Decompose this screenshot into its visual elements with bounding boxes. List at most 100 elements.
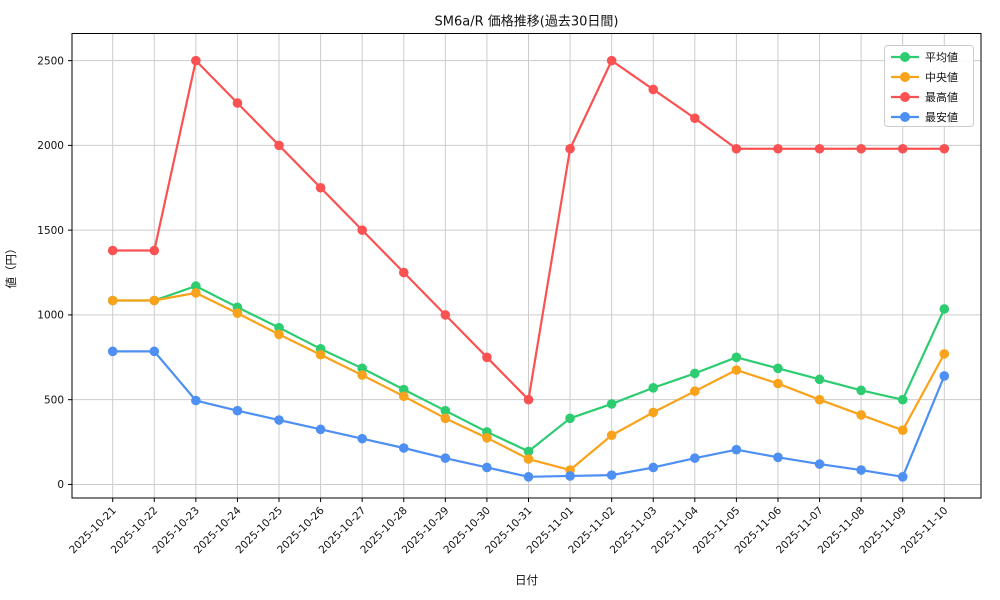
data-point-min bbox=[773, 452, 783, 463]
data-point-max bbox=[648, 84, 659, 95]
legend-marker-average bbox=[900, 52, 910, 62]
y-tick-label: 2500 bbox=[37, 55, 64, 67]
legend-marker-max bbox=[900, 92, 910, 102]
x-axis-label: 日付 bbox=[515, 573, 538, 587]
data-point-median bbox=[232, 308, 243, 319]
data-point-average bbox=[606, 399, 617, 409]
data-point-median bbox=[107, 295, 118, 306]
legend-label-max: 最高値 bbox=[925, 90, 958, 104]
data-point-min bbox=[232, 405, 243, 416]
data-point-min bbox=[856, 465, 866, 475]
data-point-median bbox=[939, 349, 950, 359]
data-point-median bbox=[398, 391, 409, 402]
data-point-median bbox=[814, 394, 825, 405]
data-point-max bbox=[107, 245, 118, 256]
data-point-median bbox=[731, 365, 742, 375]
data-point-average bbox=[897, 394, 908, 405]
data-point-max bbox=[773, 143, 783, 154]
data-point-median bbox=[191, 288, 201, 298]
data-point-max bbox=[814, 143, 825, 154]
data-point-average bbox=[773, 363, 783, 374]
data-point-max bbox=[440, 310, 451, 320]
data-point-average bbox=[690, 368, 700, 379]
data-point-average bbox=[357, 363, 367, 374]
data-point-average bbox=[191, 281, 201, 291]
y-tick-label: 1000 bbox=[37, 310, 64, 322]
data-point-median bbox=[897, 425, 908, 435]
data-point-average bbox=[648, 383, 659, 393]
legend-frame bbox=[884, 45, 974, 127]
series-max bbox=[107, 55, 950, 405]
data-point-max bbox=[191, 55, 201, 66]
data-point-min bbox=[565, 471, 575, 481]
data-point-average bbox=[523, 446, 534, 457]
y-tick-label: 500 bbox=[44, 394, 64, 406]
data-point-min bbox=[814, 459, 825, 469]
data-point-average bbox=[440, 405, 451, 416]
legend: 平均値 中央値 最高値 最安値 bbox=[884, 45, 974, 127]
y-tick-label: 2000 bbox=[37, 140, 64, 152]
data-point-median bbox=[440, 413, 451, 424]
data-point-min bbox=[731, 444, 742, 455]
legend-item-min: 最安値 bbox=[891, 110, 958, 124]
data-point-min bbox=[897, 472, 908, 482]
data-point-average bbox=[565, 413, 575, 424]
data-point-min bbox=[398, 443, 409, 453]
data-point-max bbox=[398, 267, 409, 278]
legend-marker-min bbox=[900, 112, 910, 122]
data-point-median bbox=[523, 454, 534, 464]
y-tick-label: 1500 bbox=[37, 225, 64, 237]
data-point-max bbox=[897, 143, 908, 154]
data-point-median bbox=[357, 370, 367, 380]
data-point-max bbox=[274, 140, 284, 151]
plot-border bbox=[71, 33, 982, 499]
data-point-max bbox=[232, 98, 243, 108]
data-point-max bbox=[482, 352, 492, 363]
data-point-max bbox=[731, 143, 742, 154]
chart-title: SM6a/R 価格推移(過去30日間) bbox=[435, 14, 619, 30]
data-point-min bbox=[440, 453, 451, 463]
gridlines bbox=[72, 33, 981, 498]
data-point-average bbox=[398, 384, 409, 395]
data-point-median bbox=[606, 430, 617, 441]
data-point-min bbox=[149, 346, 160, 357]
legend-item-median: 中央値 bbox=[891, 71, 958, 84]
legend-label-average: 平均値 bbox=[925, 51, 958, 64]
data-point-max bbox=[315, 182, 326, 193]
data-point-median bbox=[274, 329, 284, 340]
data-point-max bbox=[606, 55, 617, 66]
data-point-min bbox=[482, 462, 492, 473]
data-point-max bbox=[149, 245, 160, 256]
data-point-min bbox=[606, 470, 617, 480]
data-point-median bbox=[690, 386, 700, 396]
data-point-min bbox=[107, 346, 118, 357]
data-point-max bbox=[357, 225, 367, 235]
data-point-average bbox=[274, 322, 284, 333]
data-point-min bbox=[315, 424, 326, 435]
plot-area: 0 500 1000 1500 2000 2500 2025-10-212025-10-22… bbox=[37, 33, 982, 556]
data-point-median bbox=[856, 410, 866, 420]
data-point-min bbox=[274, 415, 284, 425]
data-point-average bbox=[939, 304, 950, 314]
data-point-min bbox=[939, 371, 950, 381]
data-point-median bbox=[149, 295, 160, 306]
data-point-max bbox=[939, 143, 950, 154]
data-point-median bbox=[773, 378, 783, 389]
x-axis: 2025-10-212025-10-222025-10-232025-10-24… bbox=[67, 498, 950, 556]
data-point-max bbox=[565, 143, 575, 154]
data-point-median bbox=[482, 433, 492, 443]
y-axis-label: 値（円） bbox=[4, 243, 18, 289]
data-point-average bbox=[814, 374, 825, 385]
y-tick-label: 0 bbox=[57, 479, 64, 491]
data-point-min bbox=[690, 453, 700, 463]
legend-marker-median bbox=[900, 72, 910, 82]
data-point-average bbox=[856, 385, 866, 396]
legend-label-min: 最安値 bbox=[925, 110, 958, 124]
legend-item-max: 最高値 bbox=[891, 90, 958, 104]
data-point-average bbox=[731, 352, 742, 363]
data-point-max bbox=[690, 113, 700, 124]
data-point-median bbox=[648, 407, 659, 418]
data-point-min bbox=[191, 395, 201, 406]
